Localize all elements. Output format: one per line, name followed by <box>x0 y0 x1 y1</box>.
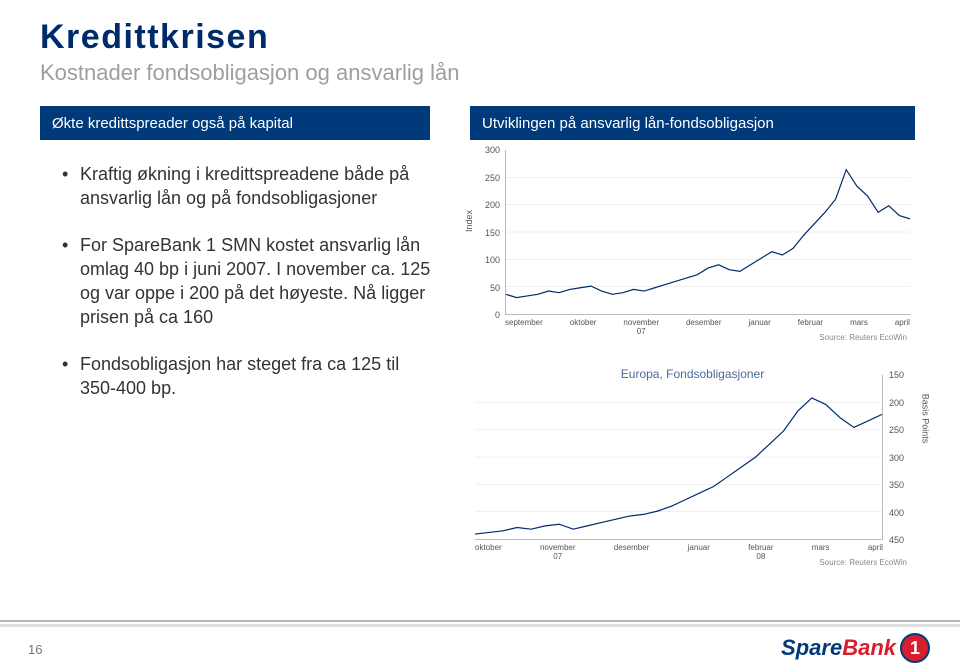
chart-lower-y-label: Basis Points <box>921 393 931 443</box>
slide: Kredittkrisen Kostnader fondsobligasjon … <box>0 0 960 671</box>
left-column-header: Økte kredittspreader også på kapital <box>40 106 430 140</box>
slide-title: Kredittkrisen <box>40 18 269 57</box>
bullet-item: Fondsobligasjon har steget fra ca 125 ti… <box>62 352 432 401</box>
chart-lower-source: Source: Reuters EcoWin <box>819 558 907 567</box>
logo-text-part2: Bank <box>842 635 896 660</box>
chart-lower-y-ticks: 150200250300350400450 <box>887 375 915 540</box>
logo-text: SpareBank <box>781 635 896 661</box>
chart-upper: Index 050100150200250300 septemberoktobe… <box>470 145 915 340</box>
charts-container: Index 050100150200250300 septemberoktobe… <box>470 145 915 575</box>
bullet-item: For SpareBank 1 SMN kostet ansvarlig lån… <box>62 233 432 330</box>
footer-divider <box>0 624 960 627</box>
right-column-header: Utviklingen på ansvarlig lån-fondsobliga… <box>470 106 915 140</box>
chart-upper-y-ticks: 050100150200250300 <box>470 150 502 315</box>
sparebank-logo: SpareBank 1 <box>781 633 930 663</box>
chart-lower: Europa, Fondsobligasjoner 15020025030035… <box>470 370 915 565</box>
bullet-list: Kraftig økning i kredittspreadene både p… <box>62 162 432 422</box>
logo-text-part1: Spare <box>781 635 842 660</box>
chart-upper-line-icon <box>506 150 910 314</box>
chart-upper-plot <box>505 150 910 315</box>
logo-mark-icon: 1 <box>900 633 930 663</box>
page-number: 16 <box>28 642 42 657</box>
chart-lower-line-icon <box>475 375 882 539</box>
chart-lower-plot <box>475 375 883 540</box>
chart-upper-source: Source: Reuters EcoWin <box>819 333 907 342</box>
slide-subtitle: Kostnader fondsobligasjon og ansvarlig l… <box>40 60 460 86</box>
bullet-item: Kraftig økning i kredittspreadene både p… <box>62 162 432 211</box>
